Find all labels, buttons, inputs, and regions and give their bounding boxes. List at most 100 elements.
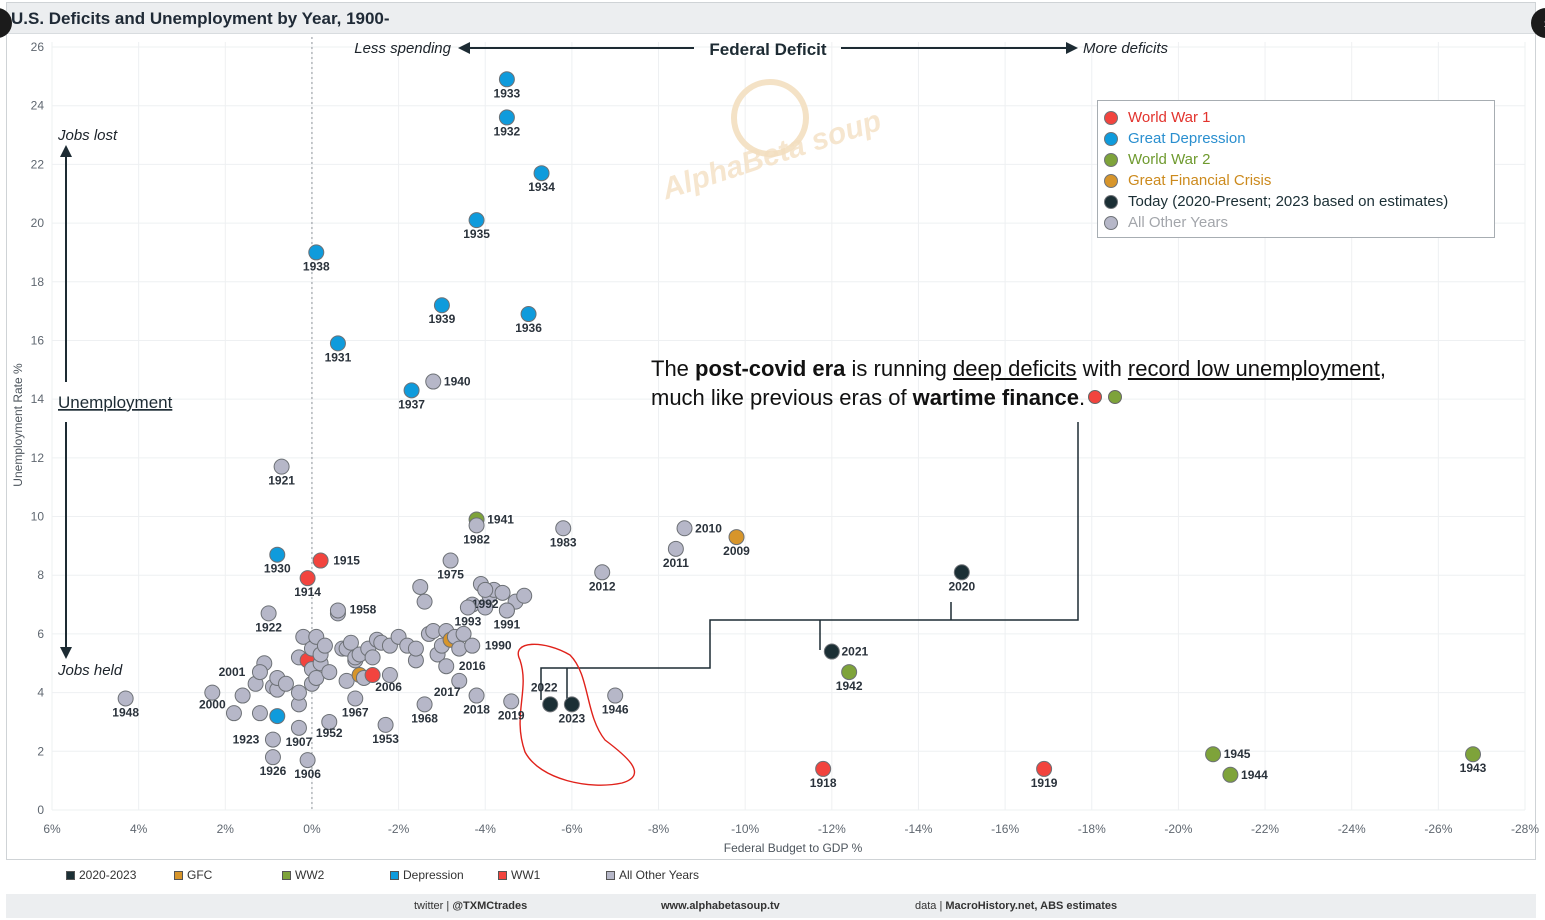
point-label-2006: 2006 [375, 680, 402, 694]
ww2-dot-icon [1108, 390, 1122, 404]
data-point-1940 [426, 374, 441, 389]
legend-dot-icon [1104, 132, 1118, 146]
data-point-1942 [842, 665, 857, 680]
data-point-1938 [309, 245, 324, 260]
data-point-2022 [543, 697, 558, 712]
point-label-1941: 1941 [487, 512, 514, 526]
point-label-1958: 1958 [350, 602, 377, 616]
point-label-2017: 2017 [434, 685, 461, 699]
point-label-1933: 1933 [494, 86, 521, 100]
point-label-1932: 1932 [494, 124, 521, 138]
legend-label: All Other Years [1128, 214, 1228, 231]
data-point-1953 [378, 717, 393, 732]
data-point-1945 [1206, 747, 1221, 762]
footer-twitter[interactable]: twitter | @TXMCtrades [414, 900, 527, 912]
point-label-1938: 1938 [303, 259, 330, 273]
data-point-2019 [504, 694, 519, 709]
jobs-held-label: Jobs held [57, 662, 123, 679]
data-point [452, 641, 467, 656]
point-label-2012: 2012 [589, 579, 616, 593]
data-point-1946 [608, 688, 623, 703]
headline-annotation: The post-covid era is running deep defic… [651, 354, 1511, 412]
data-point-1975 [443, 553, 458, 568]
point-label-1943: 1943 [1460, 761, 1487, 775]
y-tick-label: 10 [31, 510, 45, 524]
y-tick-label: 26 [31, 40, 45, 54]
y-tick-label: 2 [37, 744, 44, 758]
x-tick-label: -24% [1338, 822, 1366, 836]
data-point [417, 594, 432, 609]
unemployment-label: Unemployment [58, 393, 173, 412]
bottom-legend-item: Depression [390, 868, 464, 882]
x-tick-label: -2% [388, 822, 410, 836]
data-point-1915 [313, 553, 328, 568]
y-tick-label: 6 [37, 627, 44, 641]
point-label-1919: 1919 [1031, 776, 1058, 790]
point-label-1946: 1946 [602, 703, 629, 717]
point-label-2018: 2018 [463, 703, 490, 717]
data-point-2009 [729, 530, 744, 545]
point-label-1915: 1915 [333, 554, 360, 568]
data-point-2020 [954, 565, 969, 580]
legend-label: Great Depression [1128, 130, 1246, 147]
data-point-1991 [499, 603, 514, 618]
point-label-1968: 1968 [411, 711, 438, 725]
x-tick-label: -10% [731, 822, 759, 836]
point-label-1914: 1914 [294, 585, 321, 599]
annotation-connector [541, 422, 1078, 702]
bottom-legend-label: WW1 [511, 868, 540, 882]
data-point [278, 676, 293, 691]
right-arrow-head-icon [1066, 42, 1078, 54]
data-point-1936 [521, 307, 536, 322]
data-point-1906 [300, 753, 315, 768]
point-label-2010: 2010 [695, 521, 722, 535]
point-label-1936: 1936 [515, 321, 542, 335]
data-point-1993 [460, 600, 475, 615]
data-point-1921 [274, 459, 289, 474]
data-point-2011 [668, 541, 683, 556]
point-label-1930: 1930 [264, 562, 291, 576]
y-tick-label: 16 [31, 333, 45, 347]
wartime-finance-emphasis: wartime finance [913, 385, 1079, 410]
legend-item: All Other Years [1104, 212, 1494, 233]
data-point [226, 706, 241, 721]
point-label-2022: 2022 [531, 680, 558, 694]
data-point-1983 [556, 521, 571, 536]
point-label-1935: 1935 [463, 227, 490, 241]
bottom-legend: 2020-2023 GFC WW2 Depression WW1 All Other Ye… [0, 866, 1545, 886]
less-spending-label: Less spending [354, 40, 451, 57]
ww1-dot-icon [1088, 390, 1102, 404]
data-point-1923 [265, 732, 280, 747]
legend-item: Today (2020-Present; 2023 based on estim… [1104, 191, 1494, 212]
legend-label: Great Financial Crisis [1128, 172, 1271, 189]
point-label-1940: 1940 [444, 375, 471, 389]
up-arrow-head-icon [60, 145, 72, 157]
point-label-2001: 2001 [219, 665, 246, 679]
data-point-1937 [404, 383, 419, 398]
point-label-1944: 1944 [1241, 768, 1268, 782]
bottom-legend-label: GFC [187, 868, 212, 882]
data-point-1943 [1466, 747, 1481, 762]
footer-site[interactable]: www.alphabetasoup.tv [661, 900, 780, 912]
jobs-lost-label: Jobs lost [57, 127, 118, 144]
bottom-legend-item: 2020-2023 [66, 868, 136, 882]
watermark-text: AlphaBeta soup [657, 104, 885, 206]
data-point-1935 [469, 213, 484, 228]
point-label-1921: 1921 [268, 474, 295, 488]
point-label-1907: 1907 [286, 735, 313, 749]
y-tick-label: 0 [37, 803, 44, 817]
data-point-1922 [261, 606, 276, 621]
point-label-1939: 1939 [429, 312, 456, 326]
data-point-2021 [824, 644, 839, 659]
data-point-1930 [270, 547, 285, 562]
legend-swatch-icon [606, 871, 615, 880]
x-tick-label: -28% [1511, 822, 1539, 836]
more-deficits-label: More deficits [1083, 40, 1169, 57]
x-tick-label: -16% [991, 822, 1019, 836]
data-point-2016 [439, 659, 454, 674]
y-tick-label: 20 [31, 216, 45, 230]
data-point-1967 [348, 691, 363, 706]
point-label-2023: 2023 [559, 711, 586, 725]
data-point [413, 579, 428, 594]
data-point-2010 [677, 521, 692, 536]
